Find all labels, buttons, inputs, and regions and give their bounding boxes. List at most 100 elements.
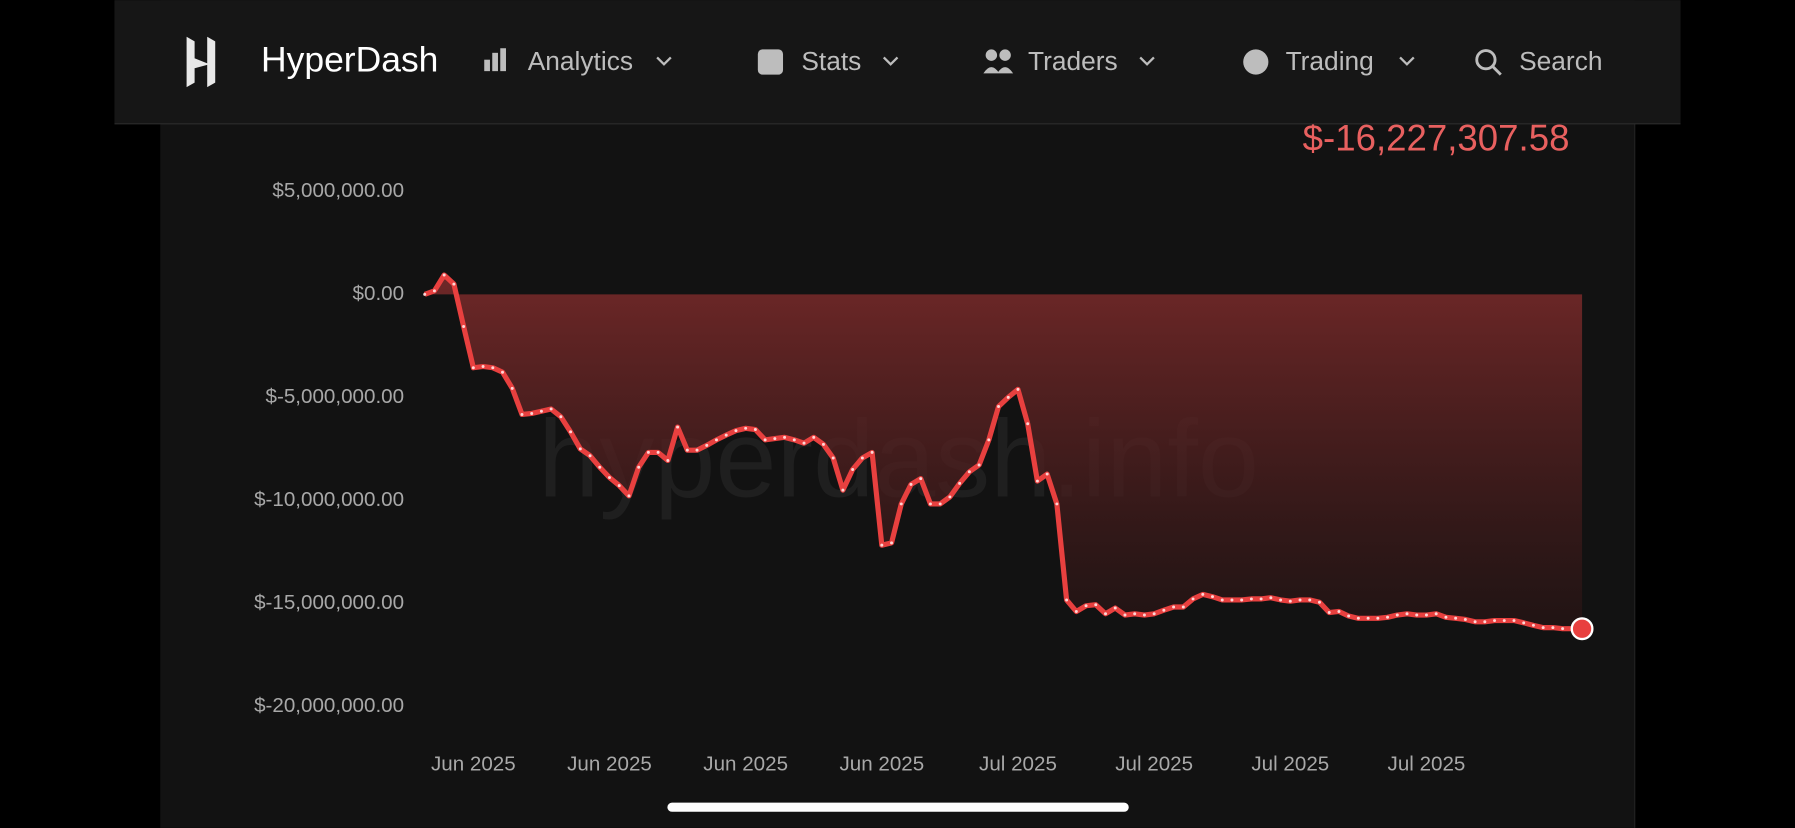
point — [1094, 603, 1098, 607]
point — [1308, 598, 1312, 602]
point — [1142, 613, 1146, 617]
point — [666, 458, 670, 462]
point — [744, 426, 748, 430]
line — [423, 272, 1583, 632]
point — [1074, 610, 1078, 613]
point — [997, 404, 1001, 408]
current-value: $-16,227,307.58 — [1303, 118, 1570, 159]
point — [471, 366, 475, 370]
point — [1561, 627, 1565, 631]
logo-mark[interactable] — [186, 36, 216, 88]
point — [608, 476, 611, 480]
point — [1347, 614, 1351, 618]
point — [1366, 616, 1370, 620]
point — [520, 413, 524, 416]
point — [1463, 618, 1467, 622]
point — [1259, 597, 1263, 601]
point — [1317, 600, 1321, 604]
nav-item[interactable]: Traders — [1028, 46, 1118, 76]
point — [1493, 619, 1497, 623]
x-tick-label: Jul 2025 — [1388, 752, 1466, 775]
point — [1191, 597, 1195, 601]
point — [821, 442, 825, 446]
point — [1376, 616, 1380, 620]
x-tick-label: Jun 2025 — [431, 752, 516, 775]
point — [695, 448, 699, 452]
point — [1045, 472, 1049, 476]
point — [1386, 615, 1390, 619]
brand[interactable]: HyperDash — [261, 39, 438, 79]
point — [510, 386, 514, 390]
point — [1512, 619, 1516, 623]
point — [598, 465, 602, 469]
point — [549, 407, 553, 411]
x-tick-label: Jul 2025 — [979, 752, 1057, 775]
point — [1016, 387, 1020, 391]
point — [1201, 592, 1205, 596]
point — [1211, 595, 1214, 599]
point — [1356, 616, 1360, 620]
point — [685, 448, 689, 452]
area — [424, 275, 1583, 629]
point — [802, 441, 806, 445]
x-tick-label: Jul 2025 — [1251, 752, 1329, 775]
navbar — [114, 0, 1681, 124]
y-tick-label: $5,000,000.00 — [272, 179, 404, 202]
point — [569, 430, 573, 434]
point — [530, 411, 534, 415]
point — [783, 435, 787, 439]
point — [890, 541, 894, 545]
point — [1434, 612, 1438, 616]
point — [1035, 479, 1039, 483]
y-tick-label: $-15,000,000.00 — [254, 591, 404, 614]
point — [1104, 612, 1107, 616]
x-tick-label: Jun 2025 — [839, 752, 924, 775]
point — [1415, 613, 1419, 617]
nav-item[interactable]: Analytics — [528, 46, 633, 76]
point — [559, 415, 563, 419]
nav-item[interactable]: Trading — [1286, 46, 1374, 76]
point — [1551, 626, 1555, 630]
point — [578, 447, 582, 451]
point — [656, 450, 660, 454]
nav-item[interactable]: Search — [1519, 46, 1602, 76]
point — [1181, 605, 1185, 609]
plot: $5,000,000.00 $0.00 $-5,000,000.00 $-10,000… — [254, 179, 1594, 775]
point — [588, 454, 592, 458]
point — [442, 273, 446, 277]
point — [501, 370, 505, 374]
search-icon — [1475, 49, 1502, 76]
point — [880, 543, 884, 547]
point — [724, 433, 728, 437]
point — [646, 450, 650, 454]
point — [831, 456, 835, 460]
point — [1502, 619, 1506, 623]
y-tick-label: $-10,000,000.00 — [254, 488, 404, 511]
point — [773, 437, 777, 441]
point — [1133, 612, 1137, 616]
x-tick-label: Jun 2025 — [567, 752, 652, 775]
home-indicator — [667, 802, 1129, 812]
point — [909, 482, 913, 486]
nav-item[interactable]: Stats — [801, 46, 861, 76]
point — [1026, 422, 1030, 426]
point — [1279, 598, 1283, 602]
point — [753, 428, 757, 432]
point — [705, 443, 709, 447]
point — [1220, 598, 1224, 602]
point — [734, 429, 738, 433]
point — [870, 450, 874, 454]
x-tick-label: Jul 2025 — [1115, 752, 1193, 775]
logo[interactable] — [186, 36, 216, 88]
point — [1269, 596, 1273, 600]
point — [1084, 604, 1088, 608]
point — [627, 494, 631, 498]
point — [1444, 615, 1448, 619]
point — [967, 470, 971, 474]
point — [938, 502, 942, 506]
dropdown-chevrons — [656, 56, 1415, 66]
point — [841, 488, 845, 492]
y-tick-label: $-20,000,000.00 — [254, 694, 404, 717]
